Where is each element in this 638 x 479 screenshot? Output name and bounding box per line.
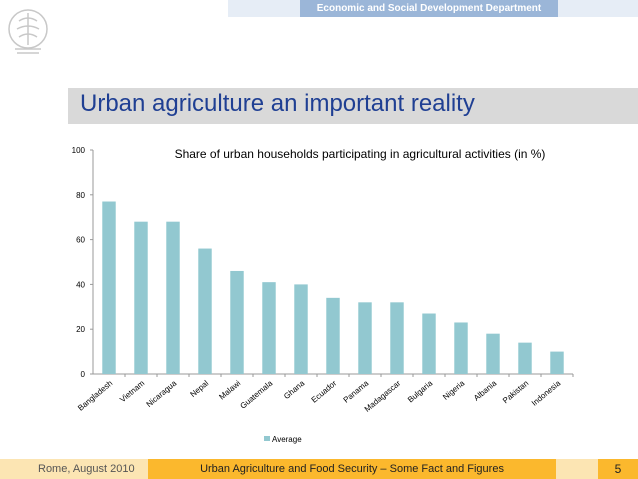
legend-label: Average [272, 435, 302, 444]
x-tick-label: Pakistan [501, 379, 530, 406]
x-tick-label: Indonesia [530, 378, 563, 408]
bar [454, 322, 468, 374]
x-tick-label: Nicaragua [145, 378, 179, 409]
footer-presentation-title: Urban Agriculture and Food Security – So… [148, 459, 556, 479]
title-band [0, 88, 638, 124]
chart-bars [102, 201, 564, 374]
x-tick-label: Guatemala [239, 378, 275, 410]
y-tick-label: 80 [76, 191, 85, 200]
bar [166, 221, 180, 374]
x-tick-label: Ecuador [310, 378, 339, 404]
bar [550, 351, 564, 374]
x-tick-label: Ghana [282, 378, 307, 401]
bar [390, 302, 404, 374]
y-tick-label: 20 [76, 325, 85, 334]
bar [326, 297, 340, 374]
x-tick-label: Albania [472, 378, 499, 402]
bar [294, 284, 308, 374]
fao-logo-icon [8, 9, 48, 54]
y-tick-label: 60 [76, 236, 85, 245]
chart-legend: Average [264, 435, 302, 444]
bar [230, 270, 244, 374]
slide-title: Urban agriculture an important reality [80, 90, 475, 117]
bar [518, 342, 532, 374]
x-tick-label: Vietnam [118, 378, 146, 404]
footer-location-date: Rome, August 2010 [38, 463, 135, 475]
page-number: 5 [598, 459, 638, 479]
bar [262, 282, 276, 374]
bar [486, 333, 500, 374]
x-tick-label: Malawi [217, 379, 242, 402]
x-tick-label: Bangladesh [76, 379, 114, 413]
bar [102, 201, 116, 374]
legend-swatch [264, 436, 270, 441]
bar [198, 248, 212, 374]
department-label: Economic and Social Development Departme… [300, 0, 558, 17]
x-tick-label: Nigeria [441, 378, 467, 402]
y-tick-label: 40 [76, 280, 85, 289]
bar [358, 302, 372, 374]
chart-title: Share of urban households participating … [175, 147, 546, 161]
x-tick-label: Nepal [188, 378, 210, 398]
y-tick-label: 100 [72, 146, 86, 155]
y-tick-label: 0 [81, 370, 86, 379]
x-tick-label: Bulgaria [406, 378, 435, 404]
bar [134, 221, 148, 374]
bar [422, 313, 436, 374]
x-tick-label: Panama [342, 378, 371, 404]
